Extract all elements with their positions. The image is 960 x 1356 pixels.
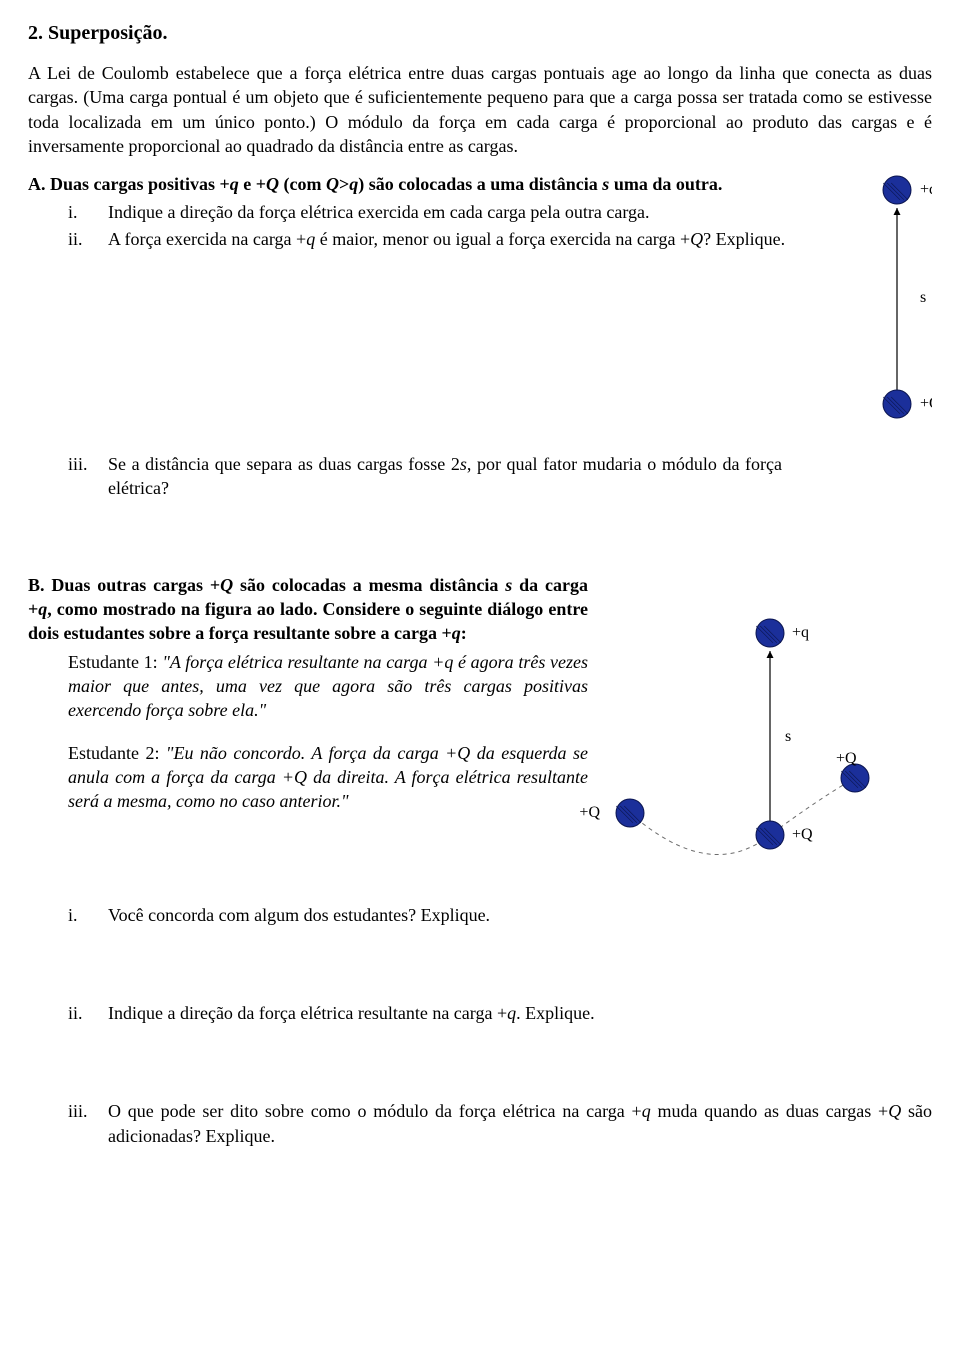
part-a-iii: iii. Se a distância que separa as duas c…: [68, 452, 782, 501]
var-q: q: [306, 229, 315, 249]
var-Q: Q: [326, 174, 339, 194]
part-b-block: B. Duas outras cargas +Q são colocadas a…: [28, 573, 932, 873]
intro-paragraph: A Lei de Coulomb estabelece que a força …: [28, 61, 932, 158]
var-Q: Q: [220, 575, 233, 595]
text: A. Duas cargas positivas +: [28, 174, 230, 194]
var-q: q: [349, 174, 358, 194]
text: muda quando as duas cargas +: [651, 1101, 889, 1121]
var-q: q: [507, 1003, 516, 1023]
text: Estudante 1:: [68, 652, 162, 672]
svg-text:+q: +q: [920, 181, 932, 198]
item-text: Indique a direção da força elétrica resu…: [108, 1001, 932, 1025]
var-Q: Q: [266, 174, 279, 194]
item-number: iii.: [68, 452, 108, 501]
var-q: q: [452, 623, 461, 643]
text: Estudante 2:: [68, 743, 166, 763]
text: "Eu não concordo. A força da carga +: [166, 743, 457, 763]
part-b-i: i. Você concorda com algum dos estudante…: [68, 903, 932, 927]
figure-b-four-charges: +q+Q+Q+Qs: [600, 603, 860, 873]
svg-text:+Q: +Q: [792, 826, 813, 843]
var-Q: Q: [294, 767, 307, 787]
item-number: i.: [68, 200, 108, 224]
var-s: s: [460, 454, 467, 474]
var-q: q: [444, 652, 453, 672]
part-b-ii: ii. Indique a direção da força elétrica …: [68, 1001, 932, 1025]
text: é maior, menor ou igual a força exercida…: [315, 229, 690, 249]
part-a-block: A. Duas cargas positivas +q e +Q (com Q>…: [28, 172, 932, 422]
item-number: ii.: [68, 227, 108, 251]
text: (com: [279, 174, 326, 194]
part-a-heading: A. Duas cargas positivas +q e +Q (com Q>…: [28, 172, 850, 196]
figure-a-two-charges: +q +Q s: [862, 172, 932, 422]
svg-text:+Q: +Q: [836, 750, 857, 767]
text: . Explique.: [516, 1003, 595, 1023]
section-title: 2. Superposição.: [28, 20, 932, 47]
student1-quote: Estudante 1: "A força elétrica resultant…: [68, 650, 588, 723]
text: B. Duas outras cargas +: [28, 575, 220, 595]
var-q: q: [642, 1101, 651, 1121]
item-number: iii.: [68, 1099, 108, 1148]
var-Q: Q: [888, 1101, 901, 1121]
svg-text:s: s: [920, 289, 926, 306]
item-text: A força exercida na carga +q é maior, me…: [108, 227, 850, 251]
part-a-i: i. Indique a direção da força elétrica e…: [68, 200, 850, 224]
var-q: q: [38, 599, 47, 619]
item-text: Indique a direção da força elétrica exer…: [108, 200, 850, 224]
text: >: [339, 174, 349, 194]
var-Q: Q: [690, 229, 703, 249]
part-b-heading: B. Duas outras cargas +Q são colocadas a…: [28, 573, 588, 646]
svg-text:+Q: +Q: [920, 395, 932, 412]
svg-text:s: s: [785, 728, 791, 745]
svg-text:+q: +q: [792, 624, 809, 641]
text: e +: [239, 174, 266, 194]
item-number: i.: [68, 903, 108, 927]
part-a-ii: ii. A força exercida na carga +q é maior…: [68, 227, 850, 251]
text: uma da outra.: [609, 174, 722, 194]
item-text: Se a distância que separa as duas cargas…: [108, 452, 782, 501]
text: são colocadas a mesma distância: [233, 575, 505, 595]
item-text: O que pode ser dito sobre como o módulo …: [108, 1099, 932, 1148]
item-number: ii.: [68, 1001, 108, 1025]
svg-text:+Q: +Q: [579, 804, 600, 821]
text: O que pode ser dito sobre como o módulo …: [108, 1101, 642, 1121]
text: , como mostrado na figura ao lado. Consi…: [28, 599, 588, 643]
text: :: [461, 623, 467, 643]
var-q: q: [230, 174, 239, 194]
text: ? Explique.: [703, 229, 785, 249]
var-Q: Q: [457, 743, 470, 763]
text: "A força elétrica resultante na carga +: [162, 652, 444, 672]
text: Se a distância que separa as duas cargas…: [108, 454, 460, 474]
text: A força exercida na carga +: [108, 229, 306, 249]
item-text: Você concorda com algum dos estudantes? …: [108, 903, 932, 927]
part-b-iii: iii. O que pode ser dito sobre como o mó…: [68, 1099, 932, 1148]
text: Indique a direção da força elétrica resu…: [108, 1003, 507, 1023]
text: ) são colocadas a uma distância: [358, 174, 602, 194]
student2-quote: Estudante 2: "Eu não concordo. A força d…: [68, 741, 588, 814]
